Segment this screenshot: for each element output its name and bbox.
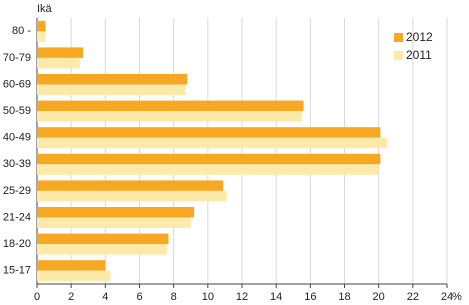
legend-label: 2011 [406,48,432,62]
x-tick-label: 0 [34,291,40,303]
bar [37,84,186,95]
x-tick-label: 20 [373,291,385,303]
legend-label: 2012 [406,30,433,44]
bar [37,164,379,175]
x-tick-label: 10 [202,291,214,303]
bar [37,74,188,85]
y-axis-label: Ikä [37,3,53,15]
x-tick-label: 22 [407,291,419,303]
x-unit-label: % [452,291,462,303]
bar [37,31,46,42]
y-tick-label: 18-20 [3,238,31,250]
bar [37,244,167,255]
x-tick-label: 14 [270,291,282,303]
x-tick-label: 8 [171,291,177,303]
x-tick-label: 12 [236,291,248,303]
bar [37,207,195,218]
bar [37,190,227,202]
y-tick-label: 50-59 [3,105,31,117]
x-tick-label: 2 [68,291,74,303]
x-tick-label: 6 [136,291,142,303]
x-tick-label: 18 [338,291,350,303]
bar [37,57,80,69]
bar [37,233,169,245]
legend-swatch [394,33,403,42]
bar [37,100,304,112]
x-tick-label: 4 [102,291,108,303]
legend-swatch [394,51,403,60]
bar [37,217,191,228]
bar [37,127,381,138]
bar [37,111,302,122]
y-tick-label: 25-29 [3,185,31,197]
y-tick-label: 21-24 [3,211,31,223]
bar [37,260,106,271]
y-tick-label: 60-69 [3,78,31,90]
y-tick-label: 80 - [12,25,31,37]
bar [37,20,46,32]
y-tick-label: 70-79 [3,52,31,64]
y-tick-label: 40-49 [3,132,31,144]
bar [37,180,224,191]
x-tick-label: 16 [304,291,316,303]
bar [37,47,84,58]
x-tick-label: 24 [441,291,453,303]
bar [37,137,388,149]
y-tick-label: 30-39 [3,158,31,170]
y-tick-label: 15-17 [3,265,31,277]
bar [37,153,381,165]
bar [37,270,111,282]
